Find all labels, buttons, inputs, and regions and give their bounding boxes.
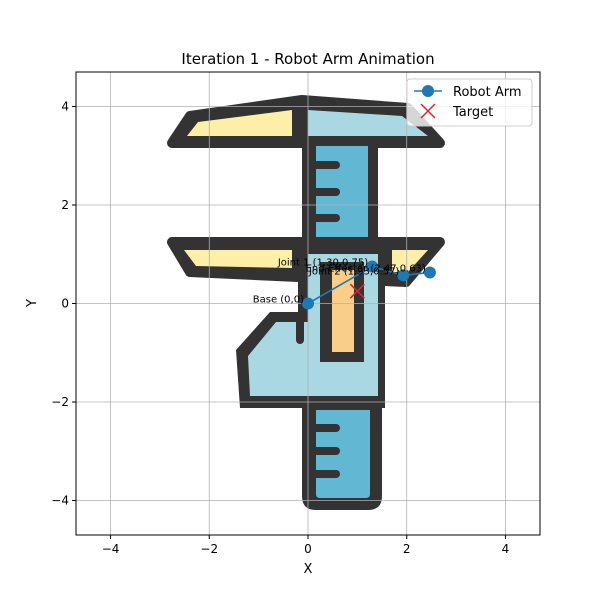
x-tick-label: −2 <box>200 542 218 556</box>
legend-arm-marker <box>422 85 434 97</box>
y-tick-label: 4 <box>61 99 69 113</box>
joint-1-label: Joint 1 (1.30,0.75) <box>277 258 368 269</box>
caliper-top-jaw-yellow <box>187 110 292 136</box>
y-axis-label: Y <box>25 299 40 308</box>
base-point <box>302 297 314 310</box>
data-series: Base (0,0) Joint 1 (1.30,0.75)Joint 2 (1.… <box>253 258 436 310</box>
legend-target-marker <box>420 103 436 119</box>
x-tick-label: −4 <box>102 542 120 556</box>
x-tick-label: 0 <box>304 542 312 556</box>
base-label: Base (0,0) <box>253 295 304 306</box>
target-marker-stroke <box>349 283 365 299</box>
legend-target-label: Target <box>452 105 493 120</box>
x-tick-label: 4 <box>502 542 510 556</box>
joint-2-label: Joint 2 (1.93,0.57) <box>308 266 399 277</box>
x-axis-label: X <box>304 562 313 577</box>
y-tick-label: 0 <box>61 297 69 311</box>
caliper-upper-scale <box>312 161 340 222</box>
legend: Robot Arm Target <box>406 78 533 127</box>
caliper-top-jaw-blue <box>308 110 428 136</box>
caliper-mid-jaw-yellow-right <box>392 250 428 272</box>
joint-2-point <box>397 269 410 282</box>
caliper-slider-window-inner <box>332 270 354 352</box>
caliper-mid-jaw-yellow <box>184 250 292 268</box>
target-marker <box>349 283 365 299</box>
y-tick-label: 2 <box>61 198 69 212</box>
chart-title: Iteration 1 - Robot Arm Animation <box>181 50 434 68</box>
caliper-lower-scale <box>312 424 340 478</box>
x-tick-label: 2 <box>403 542 411 556</box>
end-effector-point <box>423 266 436 279</box>
y-tick-label: −2 <box>51 395 69 409</box>
joint-1-point <box>366 260 379 273</box>
y-tick-label: −4 <box>51 494 69 508</box>
legend-arm-label: Robot Arm <box>453 85 522 100</box>
vernier-caliper-icon <box>167 95 445 510</box>
end-effector-label: End-Effector (2.47,0.63) <box>306 263 426 274</box>
axis-ticks: −4 −2 0 2 4 −4 −2 0 2 4 <box>51 99 509 556</box>
robot-arm-line <box>307 265 431 305</box>
